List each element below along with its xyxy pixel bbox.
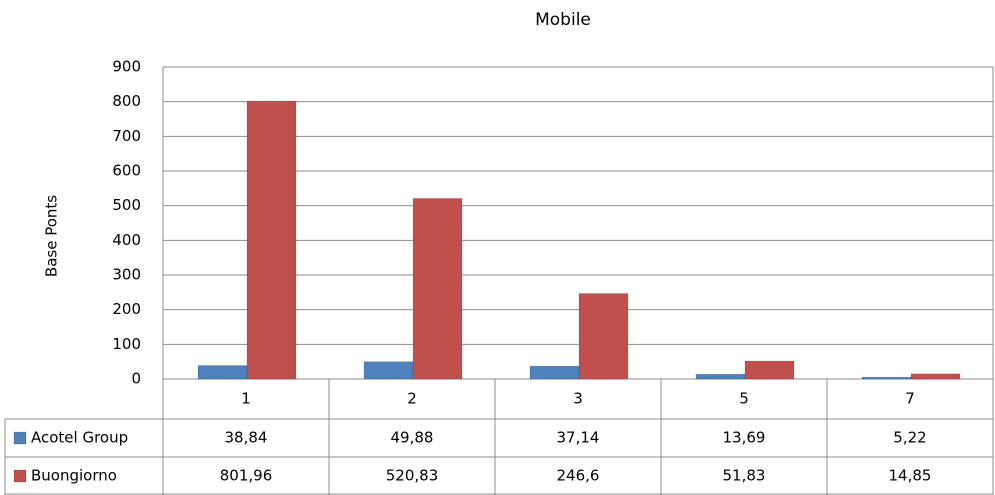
bar: [578, 293, 629, 380]
x-tick-label: 2: [407, 390, 417, 408]
table-value: 246,6: [557, 467, 600, 485]
y-tick-label: 300: [112, 266, 141, 284]
bar: [529, 365, 580, 380]
y-tick-label: 0: [131, 370, 141, 388]
table-value: 5,22: [893, 429, 926, 447]
y-tick-label: 700: [112, 127, 141, 145]
legend-key: [13, 431, 27, 445]
table-value: 51,83: [723, 467, 766, 485]
bar: [910, 373, 961, 380]
bar: [695, 374, 746, 380]
bar: [861, 376, 912, 380]
legend-label: Buongiorno: [31, 467, 117, 485]
bar: [412, 198, 463, 380]
bar: [363, 361, 414, 380]
x-tick-label: 5: [739, 390, 749, 408]
table-value: 801,96: [220, 467, 273, 485]
bar: [197, 365, 248, 380]
x-tick-label: 7: [905, 390, 915, 408]
bar: [744, 360, 795, 380]
bar: [246, 100, 297, 380]
y-axis-label: Base Ponts: [43, 195, 61, 277]
table-value: 38,84: [225, 429, 268, 447]
table-value: 520,83: [386, 467, 439, 485]
table-value: 13,69: [723, 429, 766, 447]
chart-title: Mobile: [535, 10, 591, 30]
y-tick-label: 500: [112, 196, 141, 214]
table-value: 37,14: [557, 429, 600, 447]
legend-label: Acotel Group: [31, 429, 128, 447]
y-tick-label: 400: [112, 231, 141, 249]
x-tick-label: 3: [573, 390, 583, 408]
y-tick-label: 600: [112, 162, 141, 180]
x-tick-label: 1: [241, 390, 251, 408]
y-tick-label: 900: [112, 58, 141, 76]
table-value: 14,85: [889, 467, 932, 485]
legend-key: [13, 469, 27, 483]
y-tick-label: 100: [112, 335, 141, 353]
y-tick-label: 800: [112, 92, 141, 110]
y-tick-label: 200: [112, 300, 141, 318]
table-value: 49,88: [391, 429, 434, 447]
